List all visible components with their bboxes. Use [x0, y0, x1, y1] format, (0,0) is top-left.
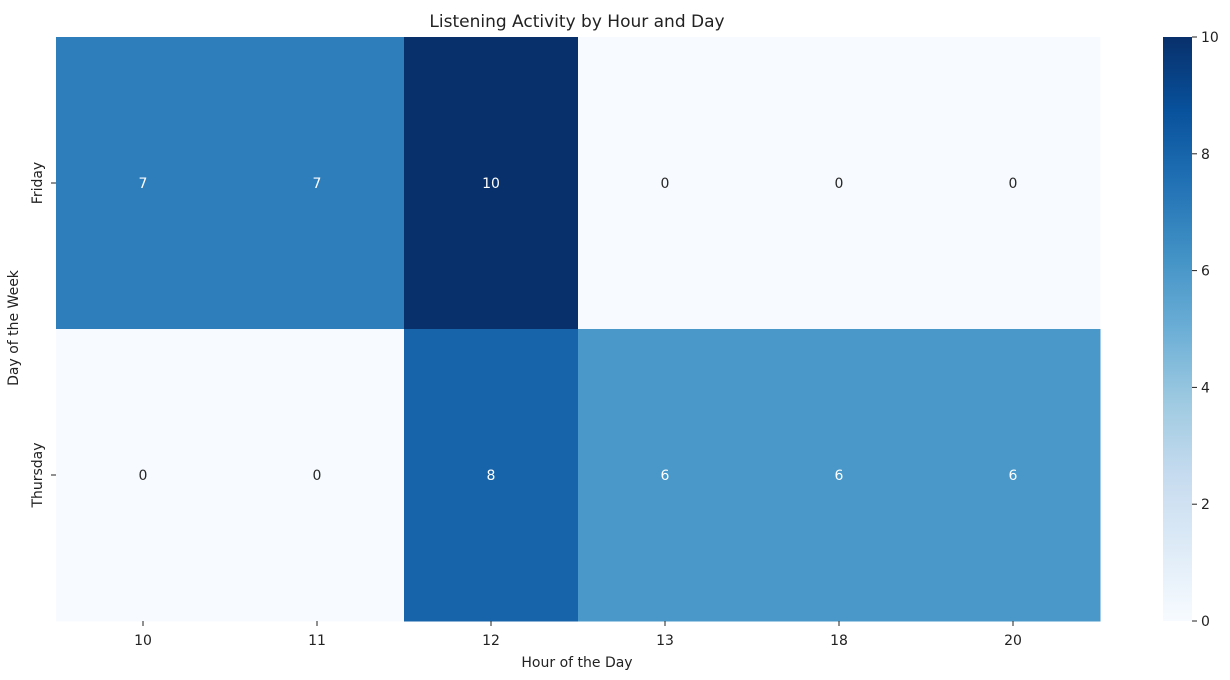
colorbar-tick-label: 2 [1201, 497, 1210, 513]
y-tick-label: Thursday [30, 442, 46, 508]
colorbar-tick-label: 8 [1201, 147, 1210, 163]
cell-value-labels: 7 7 10 0 0 0 0 0 8 6 6 6 [139, 176, 1018, 484]
y-tick-label: Friday [30, 162, 46, 204]
cell-value-label: 0 [661, 176, 670, 192]
chart-title: Listening Activity by Hour and Day [429, 12, 724, 32]
x-tick-label: 13 [656, 633, 674, 649]
colorbar: 0 2 4 6 8 10 [1163, 30, 1219, 630]
colorbar-tick-label: 6 [1201, 264, 1210, 280]
cell-value-label: 6 [1009, 468, 1018, 484]
cell-value-label: 6 [661, 468, 670, 484]
cell-value-label: 0 [1009, 176, 1018, 192]
heatmap-cell [752, 329, 927, 622]
heatmap-cells [56, 37, 1101, 622]
x-tick-label: 20 [1004, 633, 1022, 649]
x-axis-label: Hour of the Day [521, 655, 632, 671]
heatmap-cell [926, 37, 1101, 330]
heatmap-cell [578, 329, 753, 622]
x-axis-ticks: 10 11 12 13 18 20 [134, 621, 1022, 649]
cell-value-label: 10 [482, 176, 500, 192]
x-tick-label: 12 [482, 633, 500, 649]
y-axis-ticks: Friday Thursday [30, 162, 56, 509]
heatmap-cell [404, 329, 579, 622]
heatmap-cell [404, 37, 579, 330]
cell-value-label: 0 [313, 468, 322, 484]
x-tick-label: 11 [308, 633, 326, 649]
heatmap-cell [230, 37, 405, 330]
heatmap-cell [926, 329, 1101, 622]
cell-value-label: 6 [835, 468, 844, 484]
cell-value-label: 7 [139, 176, 148, 192]
colorbar-tick-label: 4 [1201, 380, 1210, 396]
cell-value-label: 7 [313, 176, 322, 192]
heatmap-cell [752, 37, 927, 330]
cell-value-label: 0 [139, 468, 148, 484]
heatmap-cell [56, 329, 231, 622]
heatmap-cell [578, 37, 753, 330]
heatmap-cell [230, 329, 405, 622]
colorbar-tick-label: 0 [1201, 614, 1210, 630]
colorbar-gradient [1163, 37, 1192, 621]
heatmap-cell [56, 37, 231, 330]
x-tick-label: 10 [134, 633, 152, 649]
x-tick-label: 18 [830, 633, 848, 649]
cell-value-label: 8 [487, 468, 496, 484]
cell-value-label: 0 [835, 176, 844, 192]
colorbar-tick-label: 10 [1201, 30, 1219, 46]
y-axis-label: Day of the Week [6, 269, 22, 386]
